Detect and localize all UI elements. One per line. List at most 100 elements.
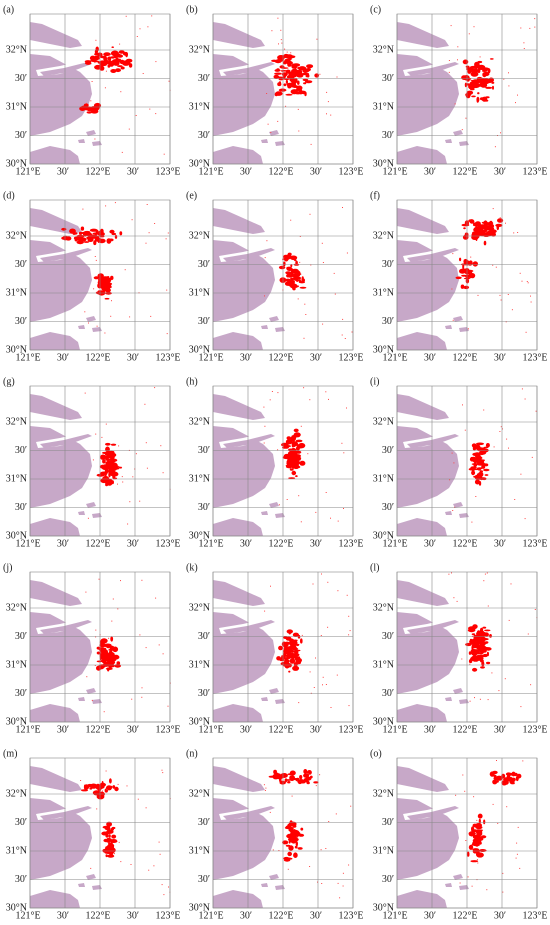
oil-patch — [461, 75, 467, 80]
oil-patch — [482, 626, 487, 629]
speck — [117, 483, 118, 485]
speck — [326, 91, 328, 93]
oil-patch — [290, 89, 298, 95]
y-tick-label: 30′ — [382, 688, 394, 699]
speck — [473, 26, 475, 28]
oil-patch — [295, 439, 303, 443]
oil-patch — [299, 460, 306, 466]
y-tick-label: 30′ — [382, 502, 394, 513]
speck — [290, 219, 292, 221]
oil-patch — [80, 789, 89, 792]
oil-patch — [105, 854, 108, 858]
oil-patch — [471, 832, 476, 835]
x-tick-label: 121°E — [198, 166, 223, 177]
x-tick-label: 30′ — [240, 352, 252, 363]
oil-patch — [489, 220, 493, 226]
oil-patch — [479, 97, 485, 101]
oil-patch — [289, 649, 295, 653]
speck — [103, 711, 105, 713]
speck — [312, 583, 314, 585]
speck — [286, 499, 288, 500]
oil-patch — [84, 60, 92, 63]
y-tick-label: 30°N — [373, 902, 394, 913]
oil-patch — [284, 778, 288, 783]
speck — [461, 658, 463, 660]
y-tick-label: 31°N — [6, 101, 27, 112]
speck — [167, 705, 169, 707]
speck — [453, 462, 455, 464]
oil-patch — [106, 458, 112, 461]
speck — [325, 684, 327, 685]
oil-patch — [490, 232, 496, 237]
speck — [348, 864, 350, 866]
oil-patch — [495, 775, 503, 781]
speck — [467, 328, 469, 330]
speck — [521, 280, 523, 282]
oil-patch — [115, 68, 121, 73]
speck — [166, 289, 168, 291]
y-tick-label: 30′ — [198, 631, 210, 642]
oil-patch — [463, 227, 466, 230]
speck — [285, 656, 287, 658]
oil-patch — [108, 60, 113, 65]
speck — [310, 143, 312, 145]
speck — [334, 293, 336, 295]
oil-patch — [481, 465, 486, 469]
oil-patch — [477, 813, 483, 819]
speck — [93, 288, 95, 290]
speck — [154, 387, 156, 389]
oil-patch — [278, 88, 287, 92]
speck — [484, 573, 486, 575]
oil-patch — [288, 670, 291, 673]
oil-patch — [290, 273, 293, 277]
oil-patch — [489, 58, 494, 60]
oil-patch — [306, 64, 314, 69]
y-tick-label: 32°N — [189, 416, 210, 427]
oil-patch — [100, 647, 106, 651]
x-tick-label: 30′ — [494, 910, 506, 921]
y-tick-label: 30°N — [373, 716, 394, 727]
speck — [320, 635, 322, 636]
speck — [448, 573, 450, 575]
x-tick-label: 30′ — [57, 352, 69, 363]
x-tick-label: 123°E — [522, 166, 547, 177]
oil-patch — [286, 455, 294, 459]
oil-patch — [483, 79, 490, 85]
oil-patch — [298, 280, 302, 283]
speck — [168, 80, 170, 82]
speck — [264, 295, 265, 297]
speck — [464, 429, 466, 431]
oil-patch — [298, 276, 301, 280]
oil-patch — [503, 780, 509, 785]
oil-patch — [97, 273, 104, 279]
x-tick-label: 30′ — [57, 538, 69, 549]
oil-patch — [287, 851, 292, 857]
x-tick-label: 121°E — [15, 352, 40, 363]
speck — [162, 772, 164, 774]
speck — [448, 60, 450, 61]
y-tick-label: 32°N — [373, 788, 394, 799]
oil-patch — [96, 665, 102, 671]
speck — [296, 836, 298, 838]
oil-patch — [303, 769, 308, 774]
y-tick-label: 31°N — [373, 659, 394, 670]
y-tick-label: 30′ — [15, 502, 27, 513]
speck — [307, 453, 309, 455]
speck — [300, 521, 302, 523]
oil-patch — [110, 636, 114, 642]
x-tick-label: 30′ — [310, 166, 322, 177]
oil-patch — [73, 236, 78, 240]
oil-patch — [295, 831, 299, 835]
panel-label: (j) — [3, 562, 12, 573]
x-tick-label: 122°E — [268, 910, 293, 921]
oil-patch — [125, 51, 128, 58]
speck — [309, 399, 311, 401]
y-tick-label: 30′ — [15, 874, 27, 885]
speck — [519, 867, 521, 869]
oil-patch — [93, 240, 97, 246]
x-tick-label: 121°E — [198, 538, 223, 549]
speck — [462, 774, 464, 776]
speck — [141, 696, 143, 698]
oil-patch — [109, 778, 112, 784]
